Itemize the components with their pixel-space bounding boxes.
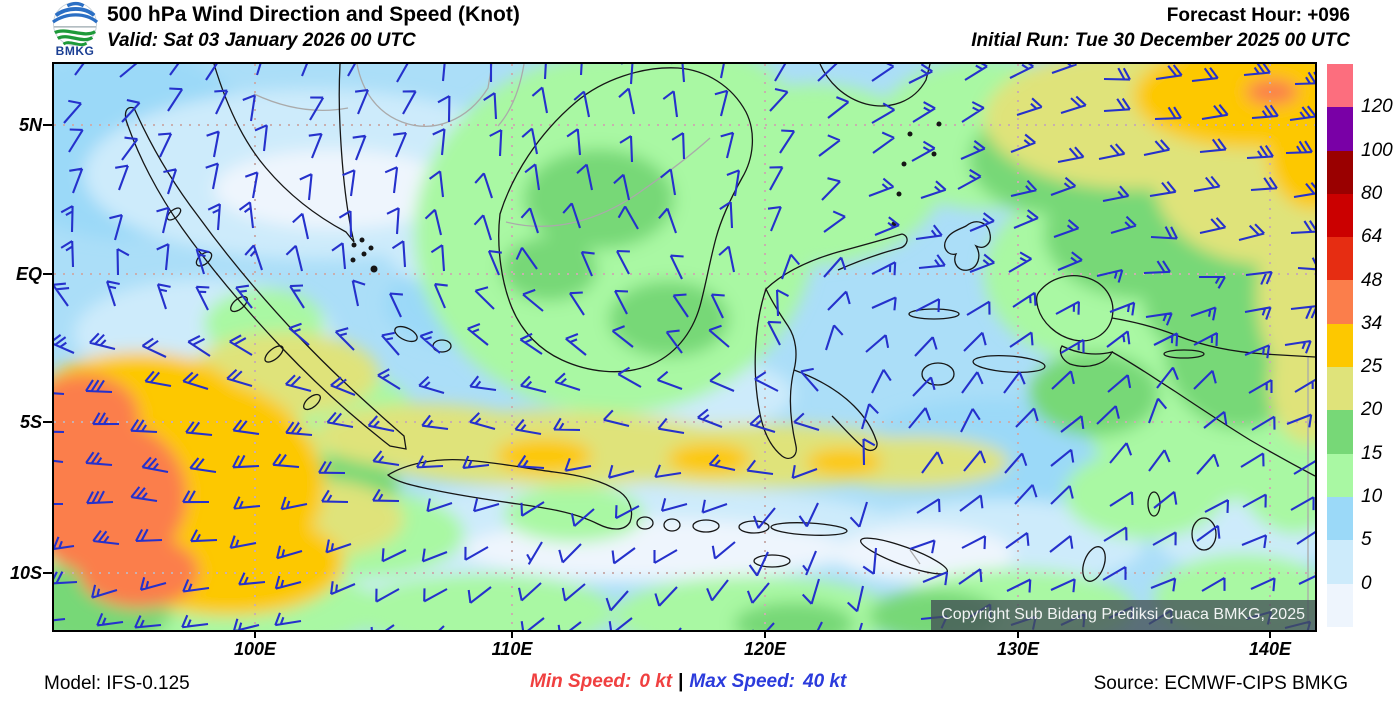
colorbar-segment <box>1327 410 1353 454</box>
speed-separator: | <box>678 671 684 692</box>
colorbar-segment <box>1327 107 1353 151</box>
min-speed-value: 0 kt <box>639 671 673 692</box>
wind-field-svg <box>54 64 1315 630</box>
colorbar-segment <box>1327 583 1353 627</box>
lat-label-EQ: EQ <box>15 264 42 284</box>
graticule <box>54 64 1315 630</box>
valid-time: Valid: Sat 03 January 2026 00 UTC <box>107 30 416 51</box>
colorbar-label-48: 48 <box>1361 269 1383 291</box>
colorbar-label-15: 15 <box>1361 442 1383 464</box>
wind-barbs <box>54 64 1315 630</box>
lon-label-140E: 140E <box>1248 639 1292 659</box>
max-speed-value: 40 kt <box>803 671 847 692</box>
colorbar-label-100: 100 <box>1361 139 1393 161</box>
initial-run: Initial Run: Tue 30 December 2025 00 UTC <box>971 30 1350 51</box>
lon-tick <box>511 632 513 638</box>
lat-tick <box>43 421 52 423</box>
colorbar-segment <box>1327 237 1353 281</box>
colorbar-label-34: 34 <box>1361 312 1383 334</box>
lon-label-120E: 120E <box>743 639 787 659</box>
colorbar-segment <box>1327 367 1353 411</box>
colorbar-label-25: 25 <box>1361 356 1383 378</box>
lat-tick <box>43 572 52 574</box>
colorbar-segment <box>1327 496 1353 541</box>
lat-label-5S: 5S <box>19 412 42 432</box>
lon-tick <box>1269 632 1271 638</box>
lon-label-100E: 100E <box>233 639 277 659</box>
colorbar-segment <box>1327 280 1353 324</box>
lat-label-5N: 5N <box>18 115 42 135</box>
lat-tick <box>43 124 52 126</box>
colorbar-label-20: 20 <box>1361 399 1383 421</box>
colorbar-label-64: 64 <box>1361 226 1383 248</box>
bmkg-logo: BMKG <box>44 1 106 61</box>
wind-map: Copyright Sub Bidang Prediksi Cuaca BMKG… <box>52 62 1317 632</box>
colorbar-segment <box>1327 64 1353 108</box>
colorbar-segment <box>1327 193 1353 238</box>
lon-label-110E: 110E <box>491 639 533 659</box>
min-speed-label: Min Speed: <box>530 671 632 692</box>
forecast-hour-label: Forecast Hour: <box>1166 5 1302 26</box>
bmkg-logo-icon <box>52 1 99 47</box>
model-label: Model: IFS-0.125 <box>44 673 190 694</box>
speed-summary: Min Speed: 0 kt | Max Speed: 40 kt <box>530 671 846 693</box>
colorbar-segment <box>1327 453 1353 497</box>
colorbar-segment <box>1327 540 1353 584</box>
colorbar-label-80: 80 <box>1361 182 1383 204</box>
copyright-notice: Copyright Sub Bidang Prediksi Cuaca BMKG… <box>931 600 1315 630</box>
colorbar-segment <box>1327 150 1353 194</box>
max-speed-label: Max Speed: <box>689 671 796 692</box>
bmkg-logo-text: BMKG <box>55 44 95 58</box>
speed-field <box>54 64 1315 630</box>
forecast-hour: Forecast Hour: +096 <box>1167 5 1350 27</box>
colorbar-label-5: 5 <box>1361 529 1372 551</box>
colorbar <box>1327 64 1353 627</box>
colorbar-segment <box>1327 323 1353 368</box>
lat-label-10S: 10S <box>9 563 42 583</box>
colorbar-label-120: 120 <box>1361 96 1393 118</box>
colorbar-label-10: 10 <box>1361 486 1383 508</box>
lon-tick <box>1017 632 1019 638</box>
source-label: Source: ECMWF-CIPS BMKG <box>1093 673 1348 694</box>
lon-tick <box>764 632 766 638</box>
lat-tick <box>43 273 52 275</box>
coastlines <box>124 64 1315 582</box>
lon-tick <box>254 632 256 638</box>
page-title: 500 hPa Wind Direction and Speed (Knot) <box>107 3 520 26</box>
colorbar-label-0: 0 <box>1361 572 1372 594</box>
lon-label-130E: 130E <box>996 639 1040 659</box>
forecast-hour-value: +096 <box>1307 5 1350 26</box>
